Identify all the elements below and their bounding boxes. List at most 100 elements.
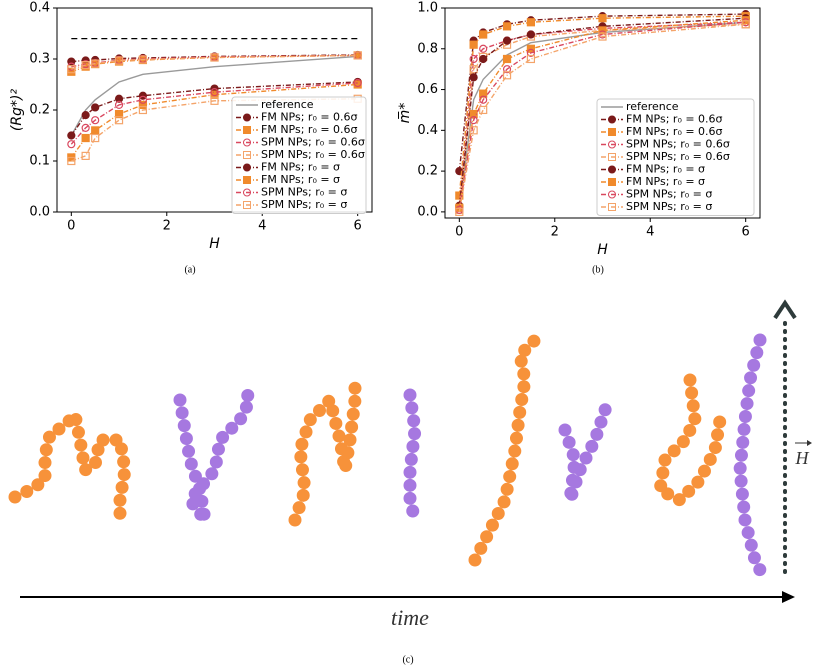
y-tick-label: 0.0 bbox=[29, 205, 50, 220]
marker bbox=[210, 88, 219, 97]
x-tick-label: 4 bbox=[258, 219, 266, 234]
orange-chain bbox=[468, 328, 547, 567]
chain-illustration bbox=[8, 328, 767, 577]
marker bbox=[479, 54, 488, 64]
legend-box bbox=[596, 98, 755, 216]
orange-chain bbox=[653, 373, 727, 507]
series-line bbox=[70, 55, 358, 136]
legend-marker bbox=[608, 153, 616, 161]
marker bbox=[81, 133, 90, 143]
legend-box bbox=[231, 96, 367, 214]
x-tick-label: 4 bbox=[646, 225, 654, 240]
marker bbox=[138, 100, 148, 110]
panel-label: (c) bbox=[402, 654, 413, 665]
marker bbox=[598, 32, 607, 41]
y-tick-label: 0.2 bbox=[29, 103, 50, 118]
y-tick-label: 0.4 bbox=[29, 1, 50, 16]
marker bbox=[502, 22, 512, 31]
purple-chain bbox=[558, 393, 617, 507]
legend-label: reference bbox=[626, 100, 679, 113]
x-tick-label: 6 bbox=[354, 219, 362, 234]
marker bbox=[469, 40, 478, 49]
legend-label: SPM NPs; r₀ = 0.6σ bbox=[261, 148, 365, 161]
marker bbox=[479, 105, 488, 115]
legend-label: reference bbox=[261, 98, 314, 111]
panel-label: (a) bbox=[184, 264, 195, 275]
y-tick-label: 0.8 bbox=[417, 41, 438, 56]
legend-label: FM NPs; r₀ = 0.6σ bbox=[261, 111, 358, 124]
x-tick-label: 0 bbox=[455, 225, 463, 240]
legend-marker bbox=[243, 126, 251, 134]
y-tick-label: 0.3 bbox=[29, 52, 50, 67]
marker bbox=[210, 96, 219, 105]
legend-label: FM NPs; r₀ = σ bbox=[261, 173, 340, 186]
legend-marker bbox=[243, 113, 251, 122]
marker bbox=[91, 103, 100, 112]
marker bbox=[502, 36, 512, 45]
marker bbox=[114, 109, 124, 119]
panel-label: (b) bbox=[592, 264, 604, 275]
legend-marker bbox=[608, 203, 616, 211]
marker bbox=[67, 65, 76, 74]
marker bbox=[526, 30, 536, 39]
marker bbox=[479, 44, 488, 53]
marker bbox=[67, 156, 76, 166]
marker bbox=[114, 100, 124, 110]
y-tick-label: 0.4 bbox=[417, 123, 438, 138]
y-tick-label: 1.0 bbox=[417, 1, 438, 16]
legend-marker bbox=[243, 188, 251, 197]
marker bbox=[469, 126, 478, 135]
marker bbox=[598, 14, 607, 23]
x-axis-label: H bbox=[597, 242, 608, 258]
legend-marker bbox=[608, 165, 616, 174]
legend-label: FM NPs; r₀ = σ bbox=[261, 161, 340, 174]
marker bbox=[138, 105, 148, 115]
marker bbox=[469, 116, 478, 125]
series-line bbox=[71, 98, 358, 162]
legend-label: FM NPs; r₀ = σ bbox=[626, 163, 705, 176]
marker bbox=[469, 73, 478, 82]
marker bbox=[479, 95, 488, 104]
legend-label: SPM NPs; r₀ = 0.6σ bbox=[626, 138, 730, 151]
y-axis-label: m̅* bbox=[397, 103, 413, 124]
legend-label: SPM NPs; r₀ = σ bbox=[261, 198, 347, 211]
x-tick-label: 6 bbox=[742, 225, 750, 240]
marker bbox=[210, 53, 219, 62]
legend-marker bbox=[608, 140, 616, 149]
marker bbox=[91, 126, 100, 135]
series-line bbox=[458, 21, 746, 210]
x-tick-label: 2 bbox=[551, 225, 559, 240]
marker bbox=[526, 48, 536, 57]
purple-chain bbox=[733, 333, 767, 577]
marker bbox=[91, 133, 100, 143]
legend-label: SPM NPs; r₀ = 0.6σ bbox=[261, 136, 365, 149]
marker bbox=[526, 18, 536, 27]
legend-label: FM NPs; r₀ = 0.6σ bbox=[626, 113, 723, 126]
x-tick-label: 2 bbox=[163, 219, 171, 234]
marker bbox=[479, 89, 488, 98]
purple-chain bbox=[173, 383, 257, 527]
orange-chain bbox=[288, 373, 362, 527]
marker bbox=[353, 51, 362, 60]
legend-marker bbox=[243, 201, 251, 209]
legend-marker bbox=[243, 138, 251, 147]
marker bbox=[67, 140, 76, 149]
time-label: time bbox=[391, 605, 429, 630]
marker bbox=[502, 54, 512, 64]
series-line bbox=[458, 23, 746, 213]
marker bbox=[741, 20, 750, 29]
marker bbox=[210, 90, 219, 99]
marker bbox=[81, 123, 90, 132]
y-tick-label: 0.1 bbox=[29, 154, 50, 169]
marker bbox=[455, 191, 464, 200]
marker bbox=[81, 61, 90, 70]
marker bbox=[353, 78, 362, 88]
purple-chain bbox=[403, 388, 422, 527]
x-axis-label: H bbox=[209, 236, 220, 252]
legend-label: SPM NPs; r₀ = σ bbox=[626, 188, 712, 201]
legend-marker bbox=[243, 176, 251, 184]
legend-label: SPM NPs; r₀ = 0.6σ bbox=[626, 150, 730, 163]
y-tick-label: 0.2 bbox=[417, 164, 438, 179]
